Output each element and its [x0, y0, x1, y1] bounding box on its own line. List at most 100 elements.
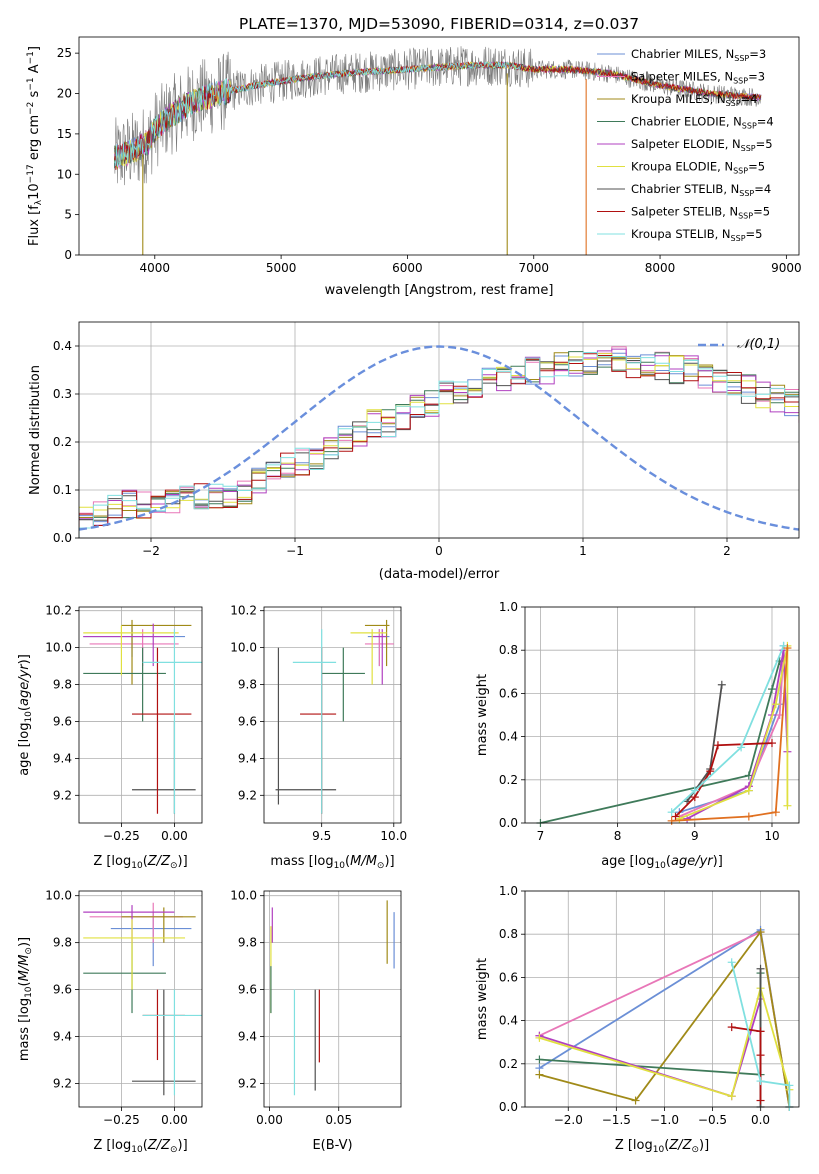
spectrum-x-label: wavelength [Angstrom, rest frame] — [325, 283, 554, 298]
y-tick-label: 10.2 — [230, 604, 257, 618]
x-tick-label: −2 — [142, 544, 160, 558]
weight_vs_Z-panel: −2.0 −1.5 −1.0 −0.5 0.0 0.0 0.2 0.4 0.6 0.8 1.0 Z [… — [475, 884, 800, 1155]
legend-entry: Kroupa MILES, NSSP=4 — [631, 92, 757, 108]
age_vs_Z-y-label: age [log10(age/yr)] — [17, 654, 34, 776]
x-tick-label: 9 — [691, 829, 699, 843]
y-tick-label: 9.8 — [238, 936, 257, 950]
y-tick-label: 0.0 — [53, 531, 72, 545]
x-tick-label: 7 — [537, 829, 545, 843]
y-tick-label: 0.6 — [499, 686, 518, 700]
axes-frame — [78, 890, 203, 1108]
legend-entry: Chabrier STELIB, NSSP=4 — [631, 182, 771, 198]
age_vs_Z-panel: −0.25 0.00 9.2 9.4 9.6 9.8 10.0 10.2 Z [log10(Z/… — [17, 604, 203, 871]
weight-line — [539, 929, 791, 1107]
x-tick-label: 2 — [723, 544, 731, 558]
y-tick-label: 10 — [57, 167, 72, 181]
y-tick-label: 0.1 — [53, 483, 72, 497]
mass_vs_Z-panel: −0.25 0.00 9.2 9.4 9.6 9.8 10.0 Z [log10(Z/Z⊙)]… — [17, 889, 203, 1155]
x-tick-label: −2.0 — [554, 1113, 583, 1127]
histogram-step — [79, 352, 799, 538]
x-tick-label: 9.5 — [312, 829, 331, 843]
y-tick-label: 0.8 — [499, 927, 518, 941]
y-tick-label: 0.4 — [499, 1014, 518, 1028]
weight_vs_age-x-label: age [log10(age/yr)] — [601, 854, 723, 871]
y-tick-label: 10.0 — [230, 889, 257, 903]
mass_vs_EBV-x-label: E(B-V) — [312, 1138, 352, 1153]
axes-frame — [263, 606, 402, 824]
y-tick-label: 9.6 — [53, 983, 72, 997]
x-tick-label: 0.00 — [161, 829, 188, 843]
mass_vs_EBV-panel: 0.00 0.05 9.2 9.4 9.6 9.8 10.0 E(B-V) — [230, 889, 402, 1153]
weight_vs_Z-y-label: mass weight — [475, 958, 490, 1040]
spectrum-y-label: Flux [fλ10−17 erg cm−2 s−1 A−1] — [26, 46, 44, 246]
axes-frame — [78, 36, 800, 256]
y-tick-label: 15 — [57, 127, 72, 141]
weight_vs_age-y-label: mass weight — [475, 674, 490, 756]
axes-frame — [78, 321, 800, 539]
y-tick-label: 9.6 — [238, 983, 257, 997]
y-tick-label: 1.0 — [499, 600, 518, 614]
y-tick-label: 20 — [57, 87, 72, 101]
y-tick-label: 9.4 — [238, 751, 257, 765]
histogram-step — [79, 351, 799, 538]
x-tick-label: 10 — [764, 829, 779, 843]
x-tick-label: 8 — [614, 829, 622, 843]
weight-line — [540, 660, 781, 823]
legend-entry: Chabrier MILES, NSSP=3 — [631, 47, 766, 63]
weight-line — [730, 962, 791, 1107]
x-tick-label: 0.00 — [161, 1113, 188, 1127]
mass_vs_Z-y-label: mass [log10(M/M⊙)] — [17, 937, 34, 1061]
y-tick-label: 0.2 — [499, 1057, 518, 1071]
x-tick-label: 7000 — [518, 261, 549, 275]
x-tick-label: 6000 — [392, 261, 423, 275]
weight-line — [686, 684, 723, 802]
y-tick-label: 0.4 — [53, 339, 72, 353]
y-tick-label: 0.0 — [499, 816, 518, 830]
mass_vs_Z-x-label: Z [log10(Z/Z⊙)] — [93, 1138, 187, 1155]
x-tick-label: 0.00 — [256, 1113, 283, 1127]
weight-line — [539, 984, 791, 1098]
legend-entry: Salpeter ELODIE, NSSP=5 — [631, 137, 773, 153]
x-tick-label: 0 — [435, 544, 443, 558]
x-tick-label: 5000 — [266, 261, 297, 275]
y-tick-label: 0.2 — [53, 435, 72, 449]
x-tick-label: 8000 — [645, 261, 676, 275]
y-tick-label: 9.6 — [53, 714, 72, 728]
x-tick-label: −1.0 — [650, 1113, 679, 1127]
y-tick-label: 10.0 — [45, 889, 72, 903]
legend-entry: Salpeter STELIB, NSSP=5 — [631, 205, 770, 221]
legend-entry: Chabrier ELODIE, NSSP=4 — [631, 115, 774, 131]
weight_vs_Z-x-label: Z [log10(Z/Z⊙)] — [615, 1138, 709, 1155]
x-tick-label: 4000 — [140, 261, 171, 275]
x-tick-label: 10.0 — [380, 829, 407, 843]
age_vs_mass-x-label: mass [log10(M/M⊙)] — [270, 854, 394, 871]
axes-frame — [78, 606, 203, 824]
y-tick-label: 0.3 — [53, 387, 72, 401]
residuals-panel: −2 −1 0 1 2 0.0 0.1 0.2 0.3 0.4 𝒩(0,1) (data-model)… — [28, 321, 800, 582]
y-tick-label: 9.8 — [238, 678, 257, 692]
y-tick-label: 9.2 — [53, 788, 72, 802]
y-tick-label: 9.6 — [238, 714, 257, 728]
x-tick-label: −1.5 — [602, 1113, 631, 1127]
y-tick-label: 9.8 — [53, 678, 72, 692]
y-tick-label: 0.0 — [499, 1100, 518, 1114]
y-tick-label: 25 — [57, 46, 72, 60]
x-tick-label: −0.5 — [698, 1113, 727, 1127]
legend-entry: 𝒩(0,1) — [737, 337, 780, 352]
x-tick-label: 9000 — [771, 261, 802, 275]
histogram-step — [79, 352, 799, 538]
x-tick-label: 0.05 — [325, 1113, 352, 1127]
weight-line — [670, 645, 785, 813]
figure-title: PLATE=1370, MJD=53090, FIBERID=0314, z=0… — [239, 15, 639, 33]
y-tick-label: 9.2 — [53, 1077, 72, 1091]
normal-curve — [78, 345, 800, 531]
legend-entry: Kroupa ELODIE, NSSP=5 — [631, 160, 765, 176]
x-tick-label: −1 — [286, 544, 304, 558]
axes-frame — [524, 890, 800, 1108]
weight-line — [539, 973, 762, 1076]
weight-line — [679, 650, 785, 818]
y-tick-label: 10.0 — [45, 641, 72, 655]
observed-spectrum — [114, 46, 762, 186]
axes-frame — [263, 890, 402, 1108]
